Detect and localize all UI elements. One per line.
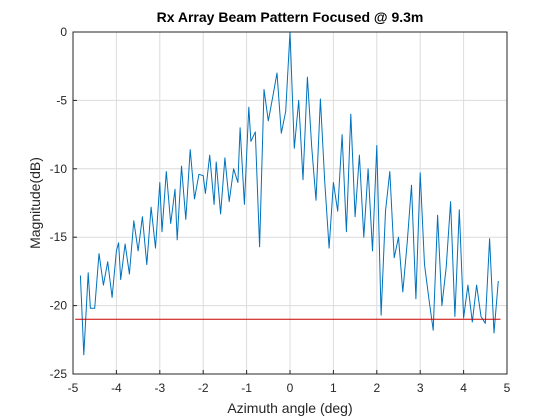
x-tick-label: -1 xyxy=(241,381,252,395)
x-tick-label: 5 xyxy=(504,381,511,395)
y-tick-label: -10 xyxy=(50,162,68,176)
y-tick-label: -15 xyxy=(50,230,68,244)
y-tick-label: -5 xyxy=(56,93,67,107)
x-tick-label: -3 xyxy=(154,381,165,395)
x-axis-label: Azimuth angle (deg) xyxy=(227,400,352,416)
y-tick-label: -25 xyxy=(50,367,68,381)
x-tick-label: 4 xyxy=(460,381,467,395)
chart-title: Rx Array Beam Pattern Focused @ 9.3m xyxy=(157,9,424,25)
x-tick-label: 0 xyxy=(287,381,294,395)
x-tick-label: 1 xyxy=(330,381,337,395)
series-layer xyxy=(75,31,501,356)
beam-pattern-line xyxy=(79,31,499,356)
x-tick-label: 3 xyxy=(417,381,424,395)
x-tick-label: -5 xyxy=(68,381,79,395)
axis-ticks: -5 -4 -3 -2 -1 0 1 2 3 4 50-5-10-15-20-25 xyxy=(50,25,511,395)
y-tick-label: 0 xyxy=(60,25,67,39)
y-tick-label: -20 xyxy=(50,299,68,313)
y-axis-label: Magnitude(dB) xyxy=(27,157,43,249)
x-tick-label: -2 xyxy=(198,381,209,395)
x-tick-label: -4 xyxy=(111,381,122,395)
x-tick-label: 2 xyxy=(373,381,380,395)
